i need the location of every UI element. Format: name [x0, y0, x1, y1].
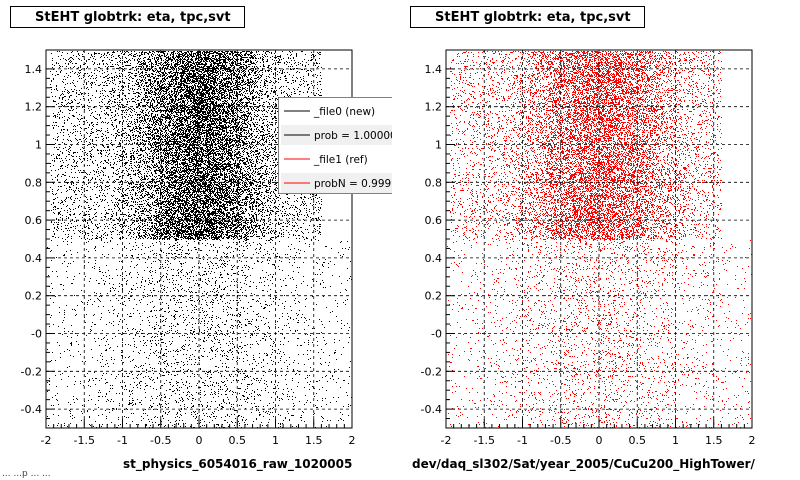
x-tick-label: 1.5: [305, 434, 323, 447]
y-tick-label: 0.2: [425, 290, 443, 303]
x-tick-label: -1.5: [474, 434, 495, 447]
y-tick-label: 0.4: [25, 252, 43, 265]
y-tick-label: -0.4: [421, 403, 442, 416]
y-tick-label: 1.4: [25, 63, 43, 76]
x-tick-label: -2: [441, 434, 452, 447]
x-tick-label: -2: [41, 434, 52, 447]
scatter-points: [47, 51, 352, 428]
left-chart-title: StEHT globtrk: eta, tpc,svt: [10, 6, 245, 28]
right-chart-x-label: dev/daq_sl302/Sat/year_2005/CuCu200_High…: [412, 457, 755, 471]
y-tick-label: -0: [431, 328, 442, 341]
legend-label: probN = 0.999800: [314, 178, 411, 190]
y-tick-label: 0.4: [425, 252, 443, 265]
left-chart-x-label: st_physics_6054016_raw_1020005: [123, 457, 353, 471]
legend-label: prob = 1.000000: [314, 130, 403, 142]
x-tick-label: 2: [349, 434, 356, 447]
x-tick-label: -1: [517, 434, 528, 447]
x-tick-label: 0: [196, 434, 203, 447]
y-tick-label: 0.2: [25, 290, 43, 303]
y-tick-label: 1: [435, 139, 442, 152]
y-tick-label: 0.8: [425, 176, 443, 189]
y-tick-label: -0: [31, 328, 42, 341]
x-tick-label: 2: [749, 434, 756, 447]
x-tick-label: -0.5: [150, 434, 171, 447]
y-tick-label: 1.2: [425, 101, 443, 114]
x-tick-label: -0.5: [550, 434, 571, 447]
right-chart-title: StEHT globtrk: eta, tpc,svt: [410, 6, 645, 28]
footer-text: ... ...p ... ...: [2, 469, 51, 479]
y-tick-label: 1.2: [25, 101, 43, 114]
x-tick-label: -1.5: [74, 434, 95, 447]
legend: _file0 (new) prob = 1.000000 _file1 (ref) p…: [278, 97, 411, 194]
x-tick-label: 1: [672, 434, 679, 447]
legend-label: _file0 (new): [313, 106, 375, 118]
y-tick-label: -0.2: [21, 365, 42, 378]
x-tick-label: -1: [117, 434, 128, 447]
y-tick-label: 1.4: [425, 63, 443, 76]
x-tick-label: 1.5: [705, 434, 723, 447]
y-tick-label: -0.2: [421, 365, 442, 378]
x-tick-label: 0.5: [229, 434, 247, 447]
x-tick-label: 0: [596, 434, 603, 447]
x-tick-label: 1: [272, 434, 279, 447]
y-tick-label: 0.6: [425, 214, 443, 227]
y-tick-label: 0.6: [25, 214, 43, 227]
scatter-points: [447, 51, 752, 428]
y-tick-label: -0.4: [21, 403, 42, 416]
y-tick-label: 0.8: [25, 176, 43, 189]
right-scatter-panel: -2 -1.5 -1 -0.5 0 0.5 1 1.5 2 -0.4 -0.2 -0 0.2 0.4 0.6…: [421, 49, 756, 447]
x-tick-label: 0.5: [629, 434, 647, 447]
y-tick-label: 1: [35, 139, 42, 152]
legend-label: _file1 (ref): [313, 154, 368, 166]
